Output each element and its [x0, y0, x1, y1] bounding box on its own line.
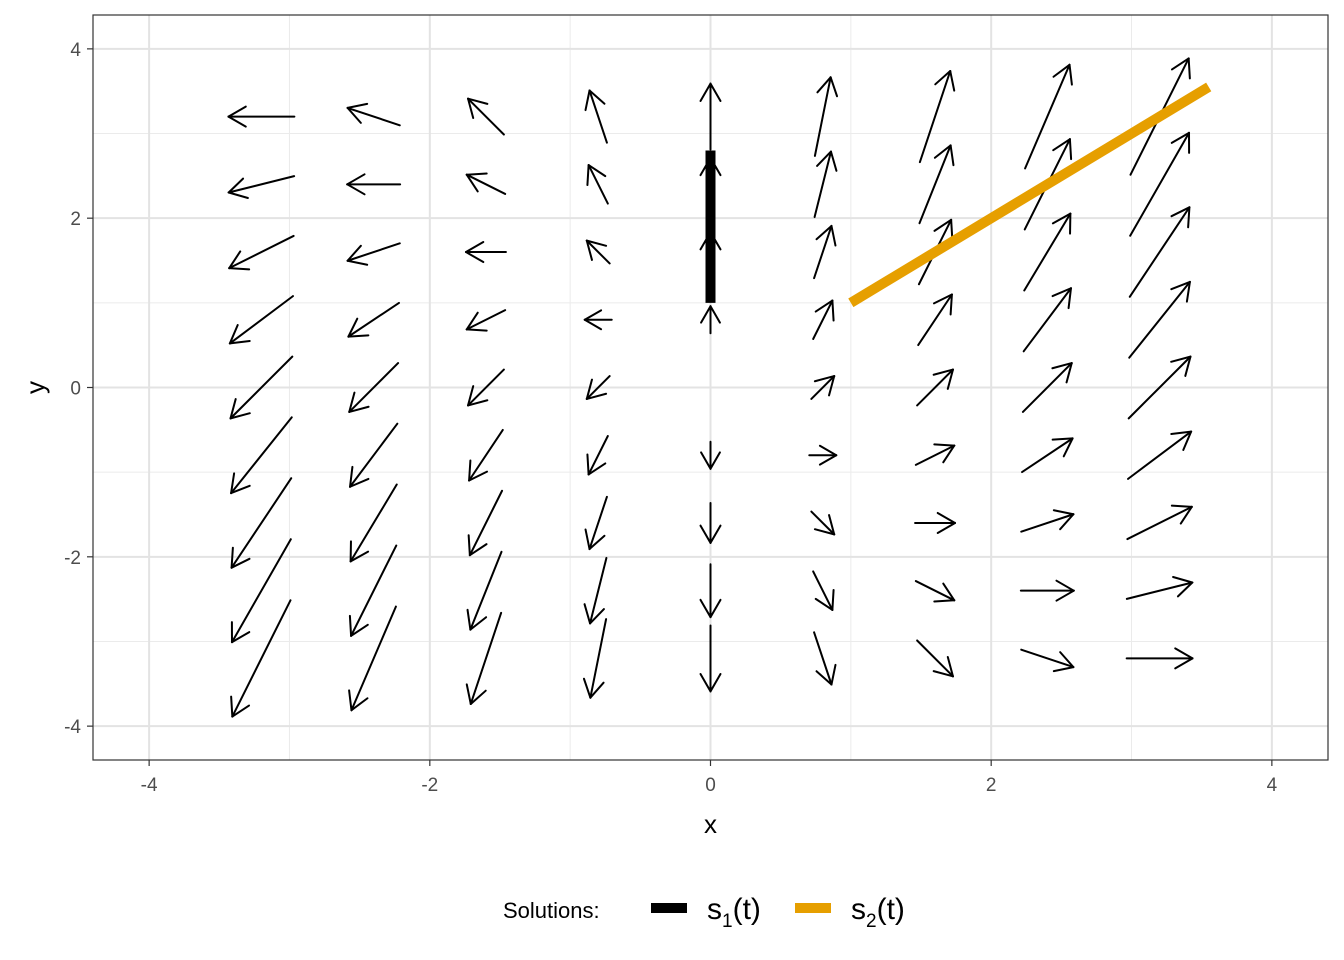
field-arrow	[699, 501, 722, 544]
x-tick-label: 0	[705, 775, 716, 796]
field-arrow	[699, 563, 722, 619]
field-arrow	[918, 70, 956, 164]
solution-curves	[705, 82, 1212, 308]
field-arrow	[1125, 647, 1194, 670]
field-arrow	[1021, 362, 1073, 413]
field-arrow	[914, 511, 957, 534]
field-arrow	[917, 293, 953, 347]
field-arrow	[586, 434, 609, 476]
field-arrow	[582, 618, 608, 699]
field-arrow	[464, 241, 507, 264]
y-axis-ticks: -4 -2 0 2 4	[64, 40, 93, 738]
field-arrow	[1125, 575, 1194, 600]
field-arrow	[348, 544, 398, 637]
field-arrow	[346, 242, 401, 266]
field-arrow	[583, 309, 613, 331]
field-arrow	[230, 477, 293, 569]
y-tick-label: -4	[64, 717, 81, 738]
field-arrow	[465, 611, 503, 705]
field-arrow	[699, 82, 722, 151]
field-arrow	[228, 234, 295, 271]
field-arrow	[1126, 504, 1193, 541]
y-tick-label: 4	[70, 40, 81, 61]
field-arrow	[700, 440, 721, 470]
field-arrow	[349, 422, 399, 488]
x-tick-label: 2	[986, 775, 997, 796]
field-arrow	[1024, 63, 1073, 170]
field-arrow	[1020, 509, 1075, 533]
x-tick-label: 4	[1267, 775, 1278, 796]
field-arrow	[346, 102, 401, 127]
field-arrow	[465, 309, 507, 332]
solution-line-s2	[848, 82, 1212, 308]
field-arrow	[1021, 437, 1074, 474]
field-arrow	[1127, 430, 1193, 480]
legend: Solutions: s1(t) s2(t)	[503, 893, 905, 932]
field-arrow	[1023, 212, 1072, 292]
field-arrow	[347, 301, 400, 338]
field-arrow	[467, 368, 505, 407]
field-arrow	[1129, 131, 1191, 237]
vector-field-arrows	[227, 57, 1194, 718]
field-arrow	[812, 299, 835, 341]
field-arrow	[467, 489, 504, 557]
field-arrow	[914, 443, 956, 466]
field-arrow	[699, 624, 722, 693]
field-arrow	[228, 295, 294, 345]
y-tick-label: -2	[64, 548, 81, 569]
x-axis-title: x	[704, 809, 717, 839]
field-arrow	[227, 105, 296, 128]
field-arrow	[584, 89, 608, 144]
field-arrow	[349, 483, 398, 563]
field-arrow	[916, 368, 954, 407]
field-arrow	[916, 639, 954, 678]
field-arrow	[583, 556, 608, 625]
field-arrow	[918, 144, 955, 225]
y-axis-title: y	[20, 381, 50, 394]
field-arrow	[808, 444, 838, 466]
y-tick-label: 2	[70, 209, 81, 230]
field-arrow	[1020, 648, 1075, 673]
field-arrow	[468, 428, 504, 482]
x-axis-ticks: -4 -2 0 2 4	[141, 760, 1278, 796]
x-tick-label: -2	[421, 775, 438, 796]
field-arrow	[348, 605, 397, 712]
legend-label-s2: s2(t)	[851, 893, 905, 932]
field-arrow	[813, 631, 837, 686]
field-arrow	[227, 175, 296, 200]
field-arrow	[810, 375, 836, 400]
legend-label-s1: s1(t)	[707, 893, 761, 932]
field-arrow	[230, 599, 292, 718]
field-arrow	[812, 570, 835, 611]
field-arrow	[348, 362, 400, 413]
field-arrow	[1022, 287, 1072, 353]
field-arrow	[585, 239, 611, 265]
field-arrow	[465, 172, 507, 195]
field-arrow	[914, 580, 956, 603]
field-arrow	[810, 510, 836, 536]
field-arrow	[346, 173, 402, 196]
field-arrow	[229, 355, 294, 420]
field-arrow	[1128, 280, 1191, 359]
field-arrow	[813, 150, 838, 219]
field-arrow	[230, 416, 293, 495]
field-arrow	[1128, 206, 1191, 298]
field-arrow	[1019, 579, 1075, 602]
field-arrow	[230, 538, 292, 644]
field-arrow	[1127, 355, 1192, 420]
field-arrow	[813, 76, 839, 157]
field-arrow	[813, 224, 837, 280]
field-arrow	[585, 375, 611, 400]
field-arrow	[586, 164, 609, 205]
legend-title: Solutions:	[503, 898, 600, 923]
y-tick-label: 0	[70, 379, 81, 400]
field-arrow	[584, 495, 608, 551]
field-arrow	[466, 550, 503, 631]
x-tick-label: -4	[141, 775, 158, 796]
field-arrow	[700, 305, 721, 335]
field-arrow	[467, 97, 505, 136]
